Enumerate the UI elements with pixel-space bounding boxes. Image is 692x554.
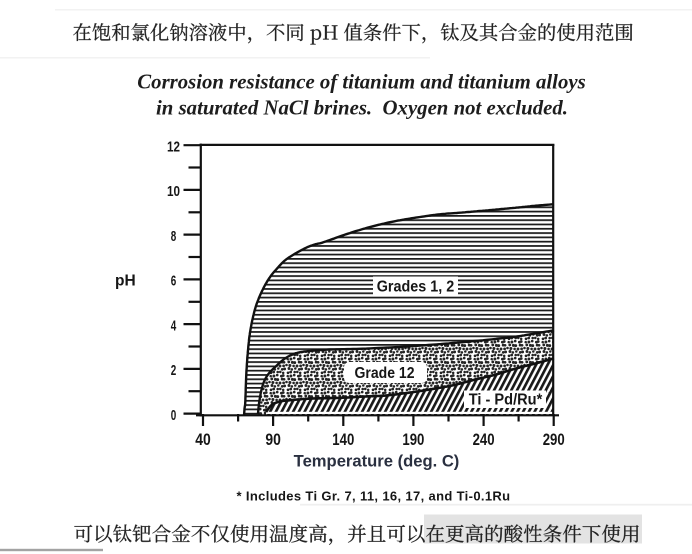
svg-text:in saturated NaCl brines. Oxy: in saturated NaCl brines. Oxygen not exc… (156, 97, 568, 120)
svg-text:6: 6 (171, 273, 177, 290)
svg-text:Corrosion resistance of titani: Corrosion resistance of titanium and tit… (137, 71, 585, 94)
svg-text:Grades 1, 2: Grades 1, 2 (377, 279, 455, 296)
svg-text:2: 2 (171, 362, 177, 379)
svg-text:12: 12 (167, 138, 180, 155)
svg-text:40: 40 (195, 430, 211, 449)
svg-text:4: 4 (171, 317, 177, 334)
svg-text:pH: pH (115, 273, 136, 290)
svg-text:Temperature (deg. C): Temperature (deg. C) (294, 451, 460, 470)
svg-text:240: 240 (473, 430, 495, 449)
svg-text:190: 190 (402, 430, 424, 449)
svg-text:0: 0 (171, 407, 177, 424)
svg-text:10: 10 (167, 183, 180, 200)
svg-text:8: 8 (171, 228, 177, 245)
svg-text:90: 90 (265, 430, 281, 449)
svg-text:140: 140 (332, 430, 354, 449)
svg-text:290: 290 (543, 430, 565, 449)
svg-text:* Includes Ti Gr. 7, 11, 16, 1: * Includes Ti Gr. 7, 11, 16, 17, and Ti-… (237, 489, 511, 504)
svg-text:Ti - Pd/Ru*: Ti - Pd/Ru* (469, 392, 543, 409)
svg-text:Grade 12: Grade 12 (355, 365, 415, 382)
